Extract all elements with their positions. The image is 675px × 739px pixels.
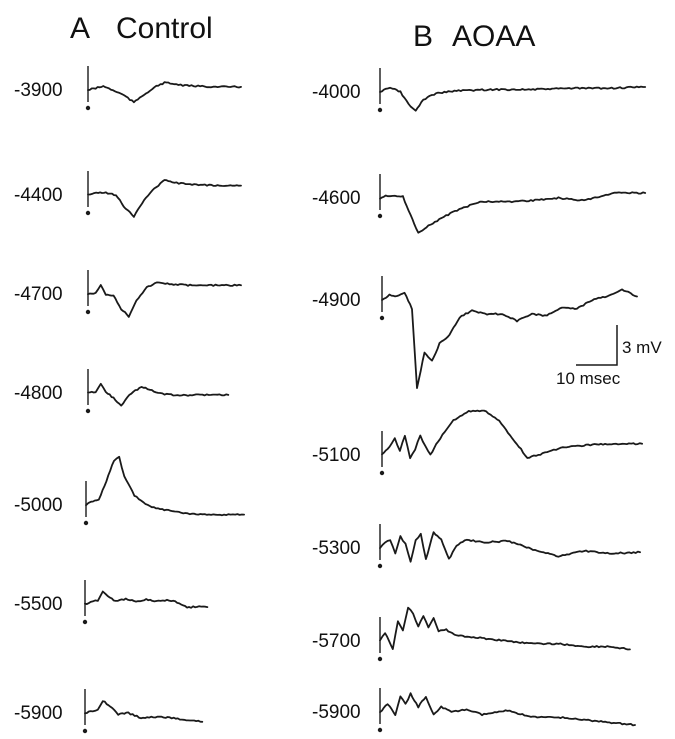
depth-label: -4000 [312,82,361,103]
depth-label: -4400 [14,185,63,206]
stimulus-marker-dot [82,728,88,734]
waveform-trace [85,455,245,517]
depth-label: -5900 [312,702,361,723]
scale-time-label: 10 msec [556,369,621,388]
waveform-trace [87,81,242,104]
stimulus-marker-dot [85,408,91,414]
panel-b-title: AOAA [452,20,535,53]
waveform-trace [87,382,230,407]
stimulus-marker-dot [85,210,91,216]
waveform-trace [379,531,641,563]
depth-label: -5500 [14,594,63,615]
depth-label: -5100 [312,445,361,466]
scale-voltage-label: 3 mV [622,338,662,357]
trace-b-4: -5100 [312,409,643,476]
panel-a-letter: A [70,12,90,45]
trace-a-6: -5500 [14,580,209,625]
stimulus-marker-dot [85,105,91,111]
stimulus-marker-dot [379,470,385,476]
stimulus-marker-dot [85,309,91,315]
panel-a-traces: -3900 -4400 -4700 -4800 -5000 -5500 -590… [14,66,245,734]
panel-b-traces: -4000 -4600 -4900 -5100 -5300 -5700 -590… [312,68,647,733]
depth-label: -5700 [312,631,361,652]
waveform-trace [379,692,636,727]
stimulus-marker-dot [377,213,383,219]
waveform-trace [381,409,643,460]
panel-b-letter: B [413,20,433,53]
waveform-trace [379,85,647,112]
waveform-trace [379,606,631,651]
trace-a-3: -4700 [14,270,242,318]
trace-a-7: -5900 [14,689,204,734]
trace-b-5: -5300 [312,524,641,569]
stimulus-marker-dot [377,727,383,733]
waveform-trace [379,191,647,234]
stimulus-marker-dot [377,107,383,113]
panel-a-title: Control [116,12,213,45]
trace-b-1: -4000 [312,68,647,113]
depth-label: -5000 [14,495,63,516]
scale-bar: 3 mV 10 msec [556,325,662,388]
trace-a-4: -4800 [14,369,230,414]
trace-a-5: -5000 [14,455,245,526]
stimulus-marker-dot [82,619,88,625]
trace-a-1: -3900 [14,66,242,111]
waveform-trace [381,288,638,389]
trace-b-2: -4600 [312,174,647,234]
depth-label: -5900 [14,703,63,724]
depth-label: -4600 [312,188,361,209]
waveform-trace [87,179,242,218]
stimulus-marker-dot [379,315,385,321]
stimulus-marker-dot [377,656,383,662]
depth-label: -3900 [14,80,63,101]
depth-label: -4900 [312,290,361,311]
waveform-trace [87,281,242,318]
trace-b-3: -4900 [312,276,638,389]
depth-label: -4700 [14,284,63,305]
scale-bar-lines [576,325,618,366]
trace-b-6: -5700 [312,606,631,662]
stimulus-marker-dot [83,520,89,526]
depth-label: -4800 [14,383,63,404]
stimulus-marker-dot [377,563,383,569]
waveform-trace [84,590,209,609]
waveform-trace [84,700,204,723]
trace-b-7: -5900 [312,688,636,733]
trace-a-2: -4400 [14,171,242,218]
depth-label: -5300 [312,538,361,559]
